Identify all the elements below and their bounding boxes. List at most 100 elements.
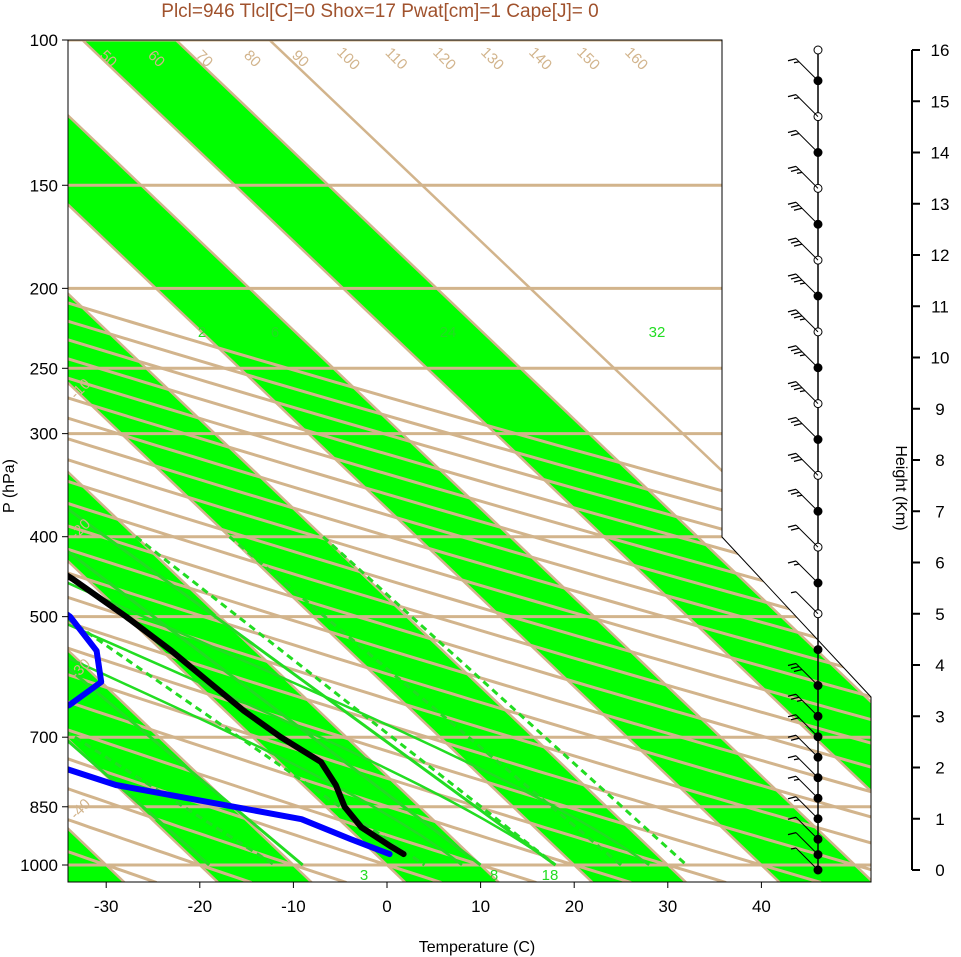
mixing-ratio-line: [68, 337, 304, 867]
height-tick-label: 0: [935, 861, 944, 880]
wind-barb: [787, 345, 823, 373]
moist-adiabat-line: [68, 432, 463, 866]
dry-adiabat-line: [68, 40, 871, 882]
wind-barb-shaft: [795, 345, 819, 369]
wind-barb-flag: [790, 491, 800, 495]
wind-barb: [787, 662, 823, 690]
wind-barb-flag: [790, 717, 800, 721]
wind-barb-half-flag: [793, 799, 800, 802]
wind-barb-half-flag: [796, 494, 803, 497]
wind-barb-half-flag: [793, 758, 800, 761]
isotherm-line: [68, 40, 594, 882]
isotherm-line: [135, 40, 871, 882]
mixing-ratio-dashed-line: [134, 535, 557, 867]
dry-adiabat-label: 110: [382, 44, 411, 73]
mixing-ratio-line: [68, 337, 557, 867]
height-axis-label: Height (Km): [892, 445, 909, 530]
moist-adiabat-label: 3: [360, 867, 368, 884]
wind-barb-half-flag: [799, 390, 806, 393]
wind-barb: [787, 796, 823, 824]
wind-barb-shaft: [795, 417, 819, 440]
wind-barb-flag: [787, 452, 797, 456]
pressure-tick-label: 150: [30, 176, 58, 195]
height-tick-label: 1: [935, 810, 944, 829]
dry-adiabat-line: [68, 40, 537, 882]
height-tick-label: 16: [931, 41, 950, 60]
wind-barb-flag: [790, 240, 800, 244]
isotherm-line: [229, 40, 871, 882]
dry-adiabat-label: 100: [333, 44, 363, 74]
mixing-ratio-label: 2: [198, 324, 206, 341]
height-tick-label: 11: [931, 297, 949, 316]
wind-barb-shaft: [795, 201, 819, 225]
wind-barb-shaft: [795, 847, 819, 871]
wind-barb-flag: [787, 201, 797, 205]
wind-barb-flag: [787, 309, 797, 313]
wind-barb-shaft: [795, 58, 819, 82]
height-tick-label: 5: [935, 605, 944, 624]
wind-barb-shaft: [795, 734, 819, 758]
chart-title: Plcl=946 Tlcl[C]=0 Shox=17 Pwat[cm]=1 Ca…: [161, 1, 598, 22]
isotherm-line: [68, 40, 313, 882]
wind-barb-half-flag: [799, 354, 806, 357]
temperature-tick-label: 30: [658, 897, 677, 916]
wind-barb: [787, 488, 823, 516]
dry-adiabat-label: 80: [240, 47, 264, 71]
moist-adiabat-line: [68, 432, 650, 867]
wind-barb: [813, 645, 823, 655]
wind-barb-flag: [790, 665, 800, 670]
dry-adiabat-line: [68, 40, 871, 882]
wind-barb: [787, 381, 823, 409]
isotherm-label: 10: [724, 409, 748, 433]
wind-barb: [787, 560, 823, 588]
wind-barb-shaft: [795, 755, 819, 779]
wind-barb-flag: [790, 419, 800, 424]
wind-barb-flag: [787, 560, 797, 564]
wind-barb-flag: [787, 714, 797, 718]
mixing-ratio-dashed-line: [322, 535, 688, 867]
height-tick-label: 6: [935, 554, 944, 573]
dry-adiabat-line: [68, 40, 871, 882]
wind-barb-flag: [787, 129, 797, 134]
wind-barb-shaft: [795, 381, 819, 404]
wind-barb-shaft: [795, 130, 819, 153]
wind-barb: [787, 832, 823, 860]
wind-barb: [787, 775, 823, 803]
wind-barb-shaft: [795, 832, 819, 855]
wind-barb-flag: [787, 381, 797, 385]
wind-barb: [787, 165, 823, 193]
mixing-ratio-dashed-line: [228, 535, 622, 867]
dry-adiabat-line: [68, 40, 871, 882]
wind-barb-flag: [787, 94, 797, 98]
wind-barb-flag: [787, 273, 797, 277]
moist-adiabat-label: 18: [542, 867, 559, 884]
wind-barb: [787, 452, 823, 480]
wind-barb-flag: [793, 422, 803, 427]
dry-adiabat-line: [68, 40, 871, 882]
wind-barb-shaft: [795, 309, 819, 333]
isotherm-label: 30: [724, 249, 748, 273]
wind-barb-shaft: [795, 693, 819, 717]
wind-barb-shaft: [795, 524, 819, 548]
pressure-tick-label: 100: [30, 31, 58, 50]
wind-barb-shaft: [795, 273, 819, 297]
dry-adiabat-line: [68, 40, 871, 882]
dry-adiabat-label: 160: [621, 44, 651, 74]
wind-barb-flag: [793, 207, 803, 211]
wind-barb-half-flag: [799, 318, 806, 321]
mixing-ratio-line: [68, 337, 482, 867]
wind-barb-flag: [793, 315, 803, 319]
isotherm-label: 40: [724, 169, 748, 193]
wind-barb-flag: [793, 458, 803, 462]
wind-barb-half-flag: [799, 282, 806, 285]
isotherm-label: -40: [67, 795, 94, 822]
wind-barb-shaft: [795, 591, 819, 615]
height-tick-label: 3: [935, 707, 944, 726]
wind-barb-shaft: [795, 714, 819, 738]
dry-adiabat-line: [68, 40, 632, 882]
temperature-tick-label: 0: [382, 897, 391, 916]
pressure-tick-label: 500: [30, 608, 58, 627]
wind-barb-flag: [787, 755, 797, 759]
wind-barb-flag: [790, 527, 800, 531]
